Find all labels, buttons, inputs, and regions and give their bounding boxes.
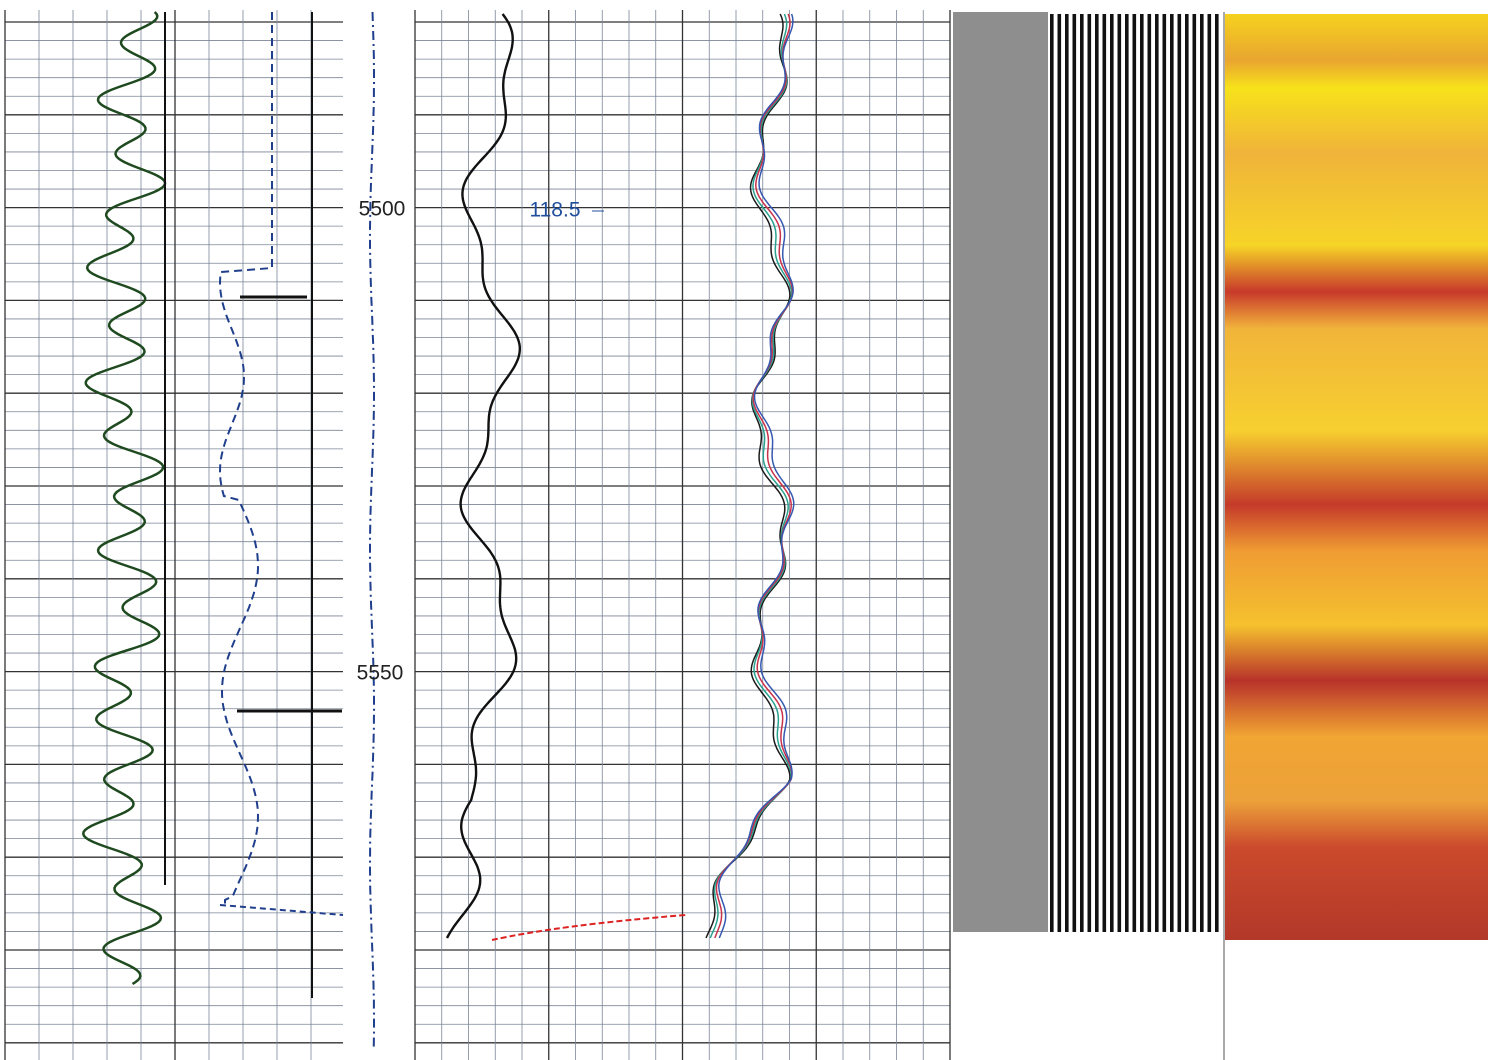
grid xyxy=(4,10,951,1060)
stripe xyxy=(1095,14,1099,932)
stripe xyxy=(1200,14,1204,932)
stripe xyxy=(1110,14,1114,932)
stripe xyxy=(1162,14,1167,932)
stripe xyxy=(1170,14,1174,932)
stripe xyxy=(1050,14,1054,932)
log-curve xyxy=(218,12,273,908)
image-track-heat xyxy=(1225,14,1488,940)
stripe xyxy=(1155,14,1159,932)
image-track-grey xyxy=(953,12,1048,932)
log-curve xyxy=(82,11,167,986)
stripe xyxy=(1207,14,1212,932)
stripe xyxy=(1185,14,1189,932)
stripe xyxy=(1080,14,1084,932)
log-curve xyxy=(718,13,795,939)
log-curve xyxy=(714,13,794,939)
reference-line xyxy=(219,904,344,916)
stripe xyxy=(1057,14,1062,932)
stripe xyxy=(1215,14,1219,932)
stripe xyxy=(1065,14,1069,932)
log-curve xyxy=(445,13,521,939)
stripe xyxy=(1140,14,1144,932)
curves xyxy=(82,11,795,1051)
depth-label: 5500 xyxy=(359,198,406,221)
log-curve xyxy=(369,11,375,1051)
stripe xyxy=(1087,14,1092,932)
stripe xyxy=(1192,14,1197,932)
stripe xyxy=(1147,14,1152,932)
log-curve xyxy=(705,13,791,939)
image-track-stripes xyxy=(1050,14,1219,932)
stripe xyxy=(1177,14,1182,932)
annotation: 118.5 xyxy=(530,199,581,222)
stripe xyxy=(1132,14,1137,932)
depth-label: 5550 xyxy=(357,662,404,685)
stripe xyxy=(1117,14,1122,932)
log-curve xyxy=(491,914,687,941)
stripe xyxy=(1102,14,1107,932)
stripe xyxy=(1072,14,1077,932)
stripe xyxy=(1125,14,1129,932)
